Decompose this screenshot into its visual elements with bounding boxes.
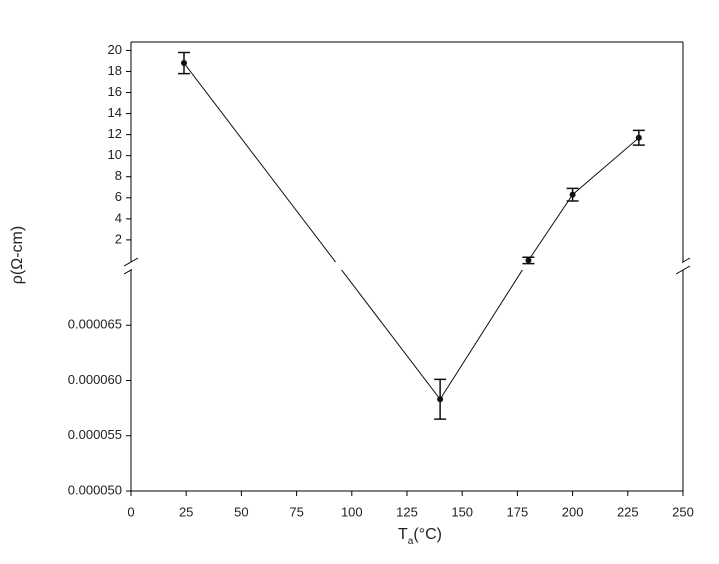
y-tick-label: 14 [108, 105, 122, 120]
x-axis-title-unit: (°C) [413, 526, 442, 543]
y-tick-label: 0.000060 [68, 372, 122, 387]
y-tick-label: 0.000065 [68, 317, 122, 332]
y-tick-label: 6 [115, 189, 122, 204]
x-tick-label: 0 [127, 504, 134, 519]
line-break-gap [132, 262, 682, 270]
y-tick-label: 4 [115, 210, 122, 225]
x-tick-label: 125 [396, 504, 418, 519]
y-tick-label: 18 [108, 63, 122, 78]
x-tick-label: 175 [507, 504, 529, 519]
x-tick-label: 100 [341, 504, 363, 519]
y-tick-label: 0.000050 [68, 482, 122, 497]
y-tick-label: 8 [115, 168, 122, 183]
y-tick-label: 0.000055 [68, 427, 122, 442]
y-tick-label: 10 [108, 147, 122, 162]
x-tick-label: 50 [234, 504, 248, 519]
x-axis-title-sub: a [408, 536, 414, 547]
data-point [569, 191, 576, 198]
x-tick-label: 250 [672, 504, 694, 519]
y-tick-label: 12 [108, 126, 122, 141]
x-axis-title-main: T [398, 526, 408, 543]
x-tick-label: 25 [179, 504, 193, 519]
y-tick-label: 20 [108, 42, 122, 57]
y-tick-label: 2 [115, 231, 122, 246]
data-point [635, 134, 642, 141]
data-point [525, 257, 532, 264]
x-tick-label: 225 [617, 504, 639, 519]
data-line [183, 62, 640, 401]
x-tick-label: 75 [289, 504, 303, 519]
data-point [180, 60, 187, 67]
x-tick-label: 200 [562, 504, 584, 519]
x-tick-label: 150 [451, 504, 473, 519]
y-axis-title: ρ(Ω-cm) [9, 226, 26, 284]
x-axis-title: Ta(°C) [398, 526, 442, 546]
y-tick-label: 16 [108, 84, 122, 99]
data-point [437, 396, 444, 403]
